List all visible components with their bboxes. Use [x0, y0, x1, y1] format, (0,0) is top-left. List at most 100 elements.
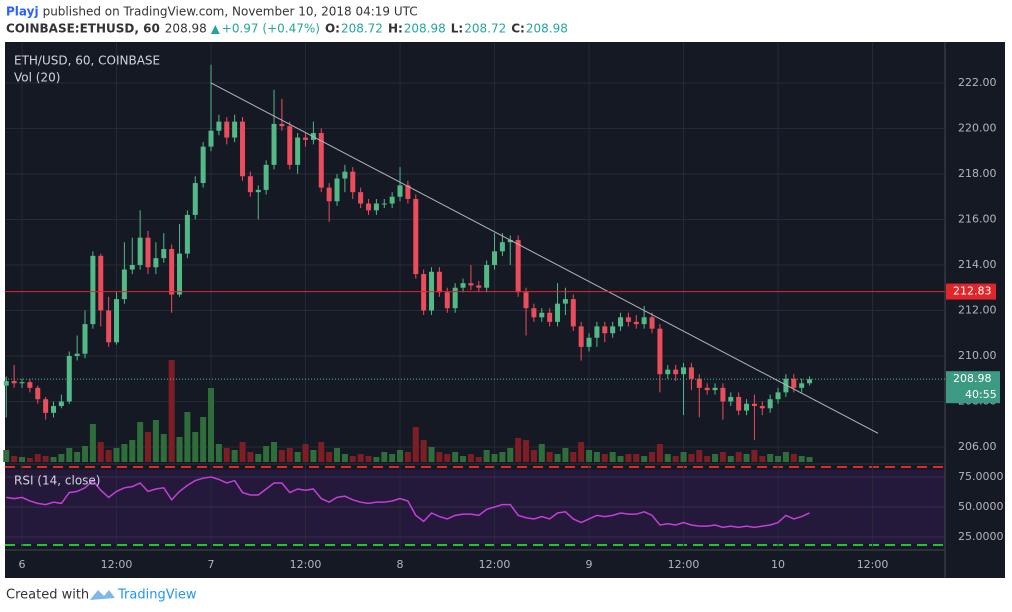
volume-bar [208, 388, 215, 462]
volume-bar [341, 454, 348, 462]
candle-body [751, 403, 757, 407]
up-arrow [210, 25, 220, 34]
volume-label: Vol (20) [14, 71, 60, 85]
candle-body [129, 264, 135, 270]
volume-bar [412, 427, 419, 462]
volume-bar [231, 450, 238, 462]
x-tick-label: 10 [771, 558, 785, 571]
candle-body [255, 189, 261, 193]
volume-bar [523, 440, 530, 462]
volume-bar [192, 432, 199, 462]
volume-bar [704, 456, 711, 462]
candle-body [263, 164, 269, 190]
candle-body [413, 198, 419, 275]
volume-bar [247, 452, 254, 462]
volume-bar [735, 452, 742, 462]
countdown: 40:55 [965, 388, 997, 401]
candles [3, 64, 945, 529]
volume-bar [680, 452, 687, 462]
labels: 206.00208.00210.00212.00214.00216.00218.… [19, 76, 1004, 571]
volume-bar [593, 452, 600, 462]
candle-body [696, 378, 702, 388]
candle-body [405, 185, 411, 199]
candle-body [58, 401, 64, 407]
ohlc-value: 208.72 [464, 22, 506, 36]
candle-body [452, 287, 458, 309]
volume-bar [499, 452, 506, 462]
volume-bar [664, 454, 671, 462]
volume-bar [318, 442, 325, 462]
ohlc: O: 208.72 H: 208.98 L: 208.72 C: 208.98 [325, 22, 568, 36]
volume-bar [515, 438, 522, 462]
candle-body [342, 171, 348, 179]
volume-bar [263, 446, 270, 462]
candle-body [618, 317, 624, 327]
candle-body [11, 381, 17, 384]
candle-body [720, 387, 726, 402]
candle-body [728, 396, 734, 402]
candle-body [82, 324, 88, 354]
volume-bar [82, 446, 89, 462]
candle-body [767, 399, 773, 409]
candle-body [358, 192, 364, 204]
candle-body [562, 299, 568, 304]
volume-bar [113, 448, 120, 462]
volume-bar [215, 444, 222, 462]
volume-bar [19, 457, 26, 462]
candle-body [137, 237, 143, 265]
candle-body [641, 317, 647, 325]
y-tick-label: 212.00 [958, 303, 997, 316]
volume-bar [404, 452, 411, 462]
candle-body [19, 382, 25, 384]
x-tick-label: 7 [208, 558, 215, 571]
candle-body [169, 249, 175, 295]
candle-body [287, 126, 293, 165]
candle-body [649, 317, 655, 329]
candle-body [759, 406, 765, 409]
volume-bar [562, 448, 569, 462]
candle-body [3, 381, 9, 386]
y-tick-label: 220.00 [958, 121, 997, 134]
x-tick-label: 9 [586, 558, 593, 571]
candle-body [468, 283, 474, 286]
candle-body [106, 310, 112, 343]
volume-bar [176, 437, 183, 462]
volume-bar [759, 456, 766, 462]
candle-body [153, 258, 159, 268]
volume-bar [349, 456, 356, 462]
volume-bar [420, 440, 427, 462]
x-tick-label: 12:00 [479, 558, 511, 571]
rsi-tick-label: 50.0000 [958, 500, 1004, 513]
x-tick-label: 12:00 [290, 558, 322, 571]
volume-bar [334, 448, 341, 462]
candle-body [334, 178, 340, 202]
volume-bar [688, 454, 695, 462]
candle-body [594, 326, 600, 338]
candle-body [421, 274, 427, 311]
candle-body [539, 312, 545, 318]
candle-body [688, 367, 694, 379]
candle-body [121, 269, 127, 300]
published: published on TradingView.com, November 1… [43, 5, 418, 19]
volume-bar [633, 454, 640, 462]
volume-bar [152, 420, 159, 462]
trendline [210, 82, 879, 434]
volume-bar [145, 432, 152, 462]
candle-body [476, 285, 482, 288]
candle-body [271, 123, 277, 165]
volume-bar [310, 450, 317, 462]
volume-bar [806, 457, 813, 462]
candle-body [232, 121, 238, 138]
candle-body [161, 249, 167, 259]
author[interactable]: Playj [6, 5, 39, 19]
candle-body [247, 176, 253, 193]
candle-body [578, 326, 584, 347]
volume-bar [3, 450, 10, 462]
volume-bar [381, 452, 388, 462]
brand[interactable]: TradingView [117, 588, 197, 603]
candle-body [712, 387, 718, 391]
volume-bar [200, 417, 207, 462]
candle-body [350, 171, 356, 193]
candle-body [192, 183, 198, 215]
candle-body [775, 392, 781, 400]
